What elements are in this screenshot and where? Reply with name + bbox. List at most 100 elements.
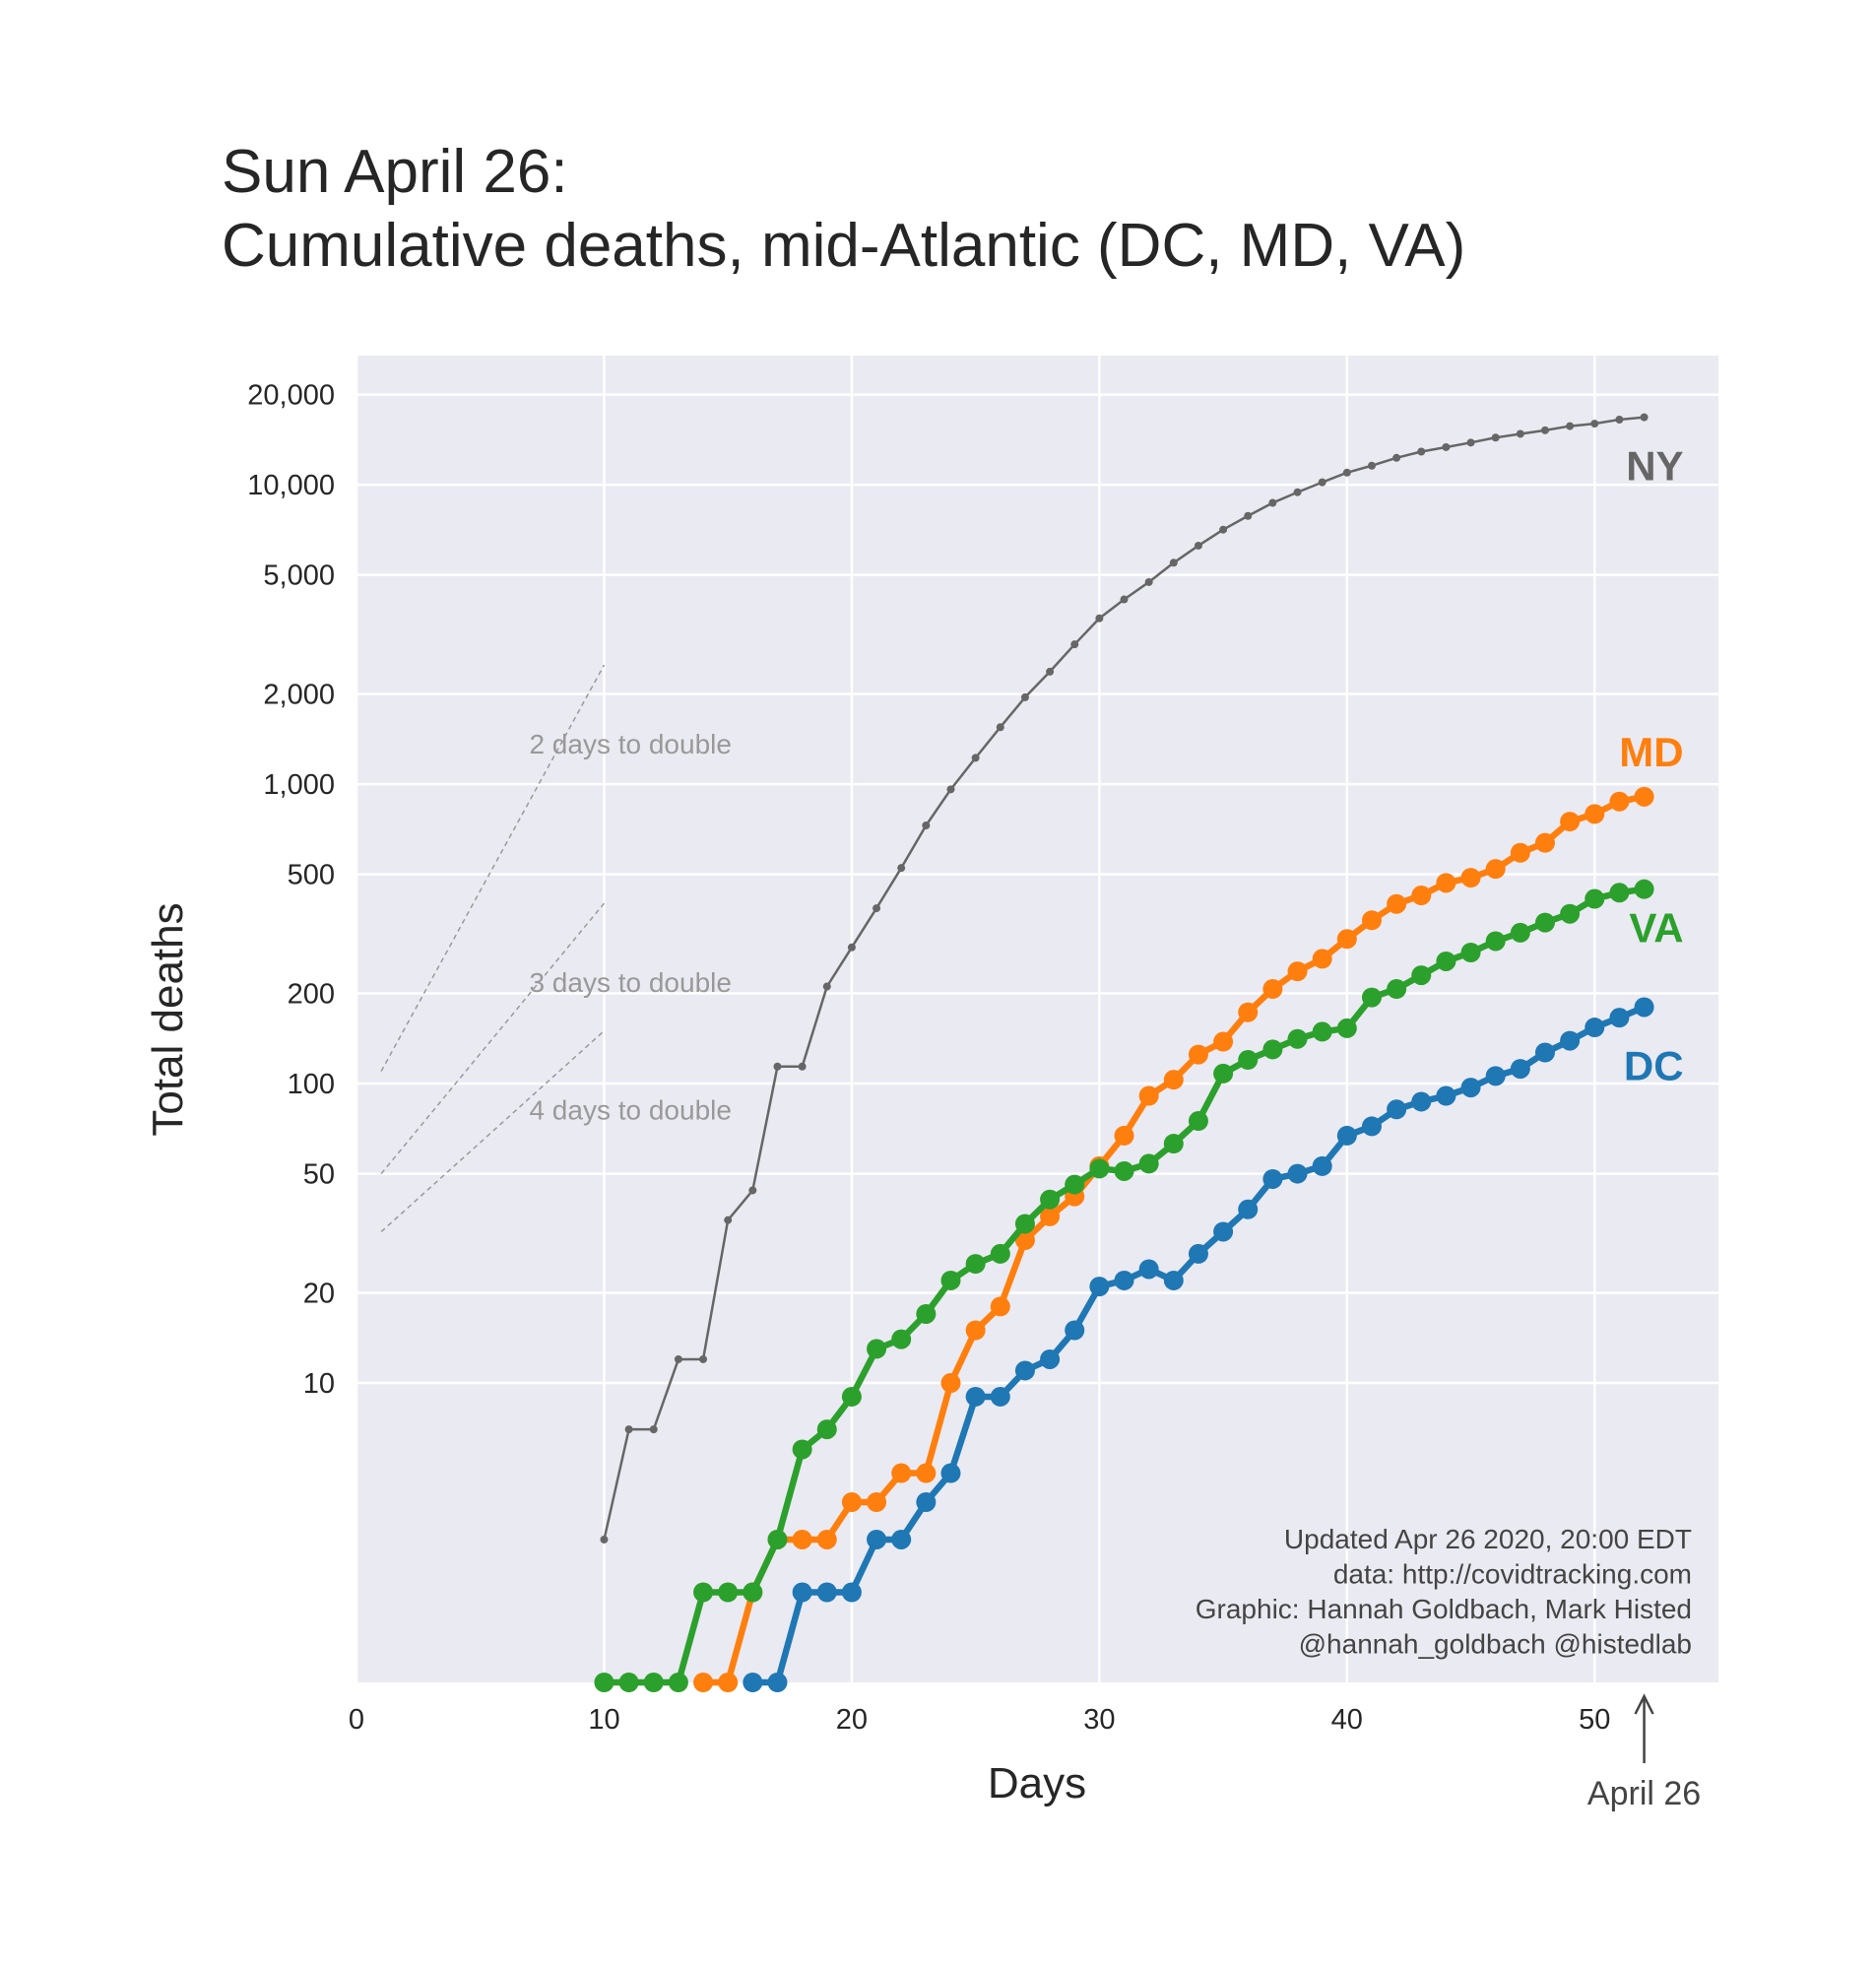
data-point [1244, 511, 1253, 520]
x-tick-label: 10 [588, 1704, 619, 1736]
data-point [1238, 1199, 1259, 1219]
data-point [1336, 929, 1357, 950]
x-tick-label: 40 [1331, 1704, 1363, 1736]
data-point [1436, 951, 1456, 971]
data-point [1213, 1031, 1234, 1052]
data-point [1560, 1030, 1581, 1051]
chart-title: Sun April 26: [222, 138, 568, 206]
series-label: MD [1619, 729, 1683, 775]
data-point [1540, 426, 1549, 434]
data-point [643, 1673, 664, 1692]
arrow-label: April 26 [1587, 1775, 1701, 1812]
data-point [1188, 1243, 1208, 1264]
data-point [718, 1673, 739, 1692]
data-point [1089, 1277, 1110, 1297]
data-point [1318, 478, 1326, 487]
data-point [1238, 1049, 1259, 1070]
data-point [1287, 961, 1308, 982]
reference-label: 3 days to double [529, 967, 732, 998]
data-point [1590, 420, 1599, 428]
data-point [971, 754, 980, 762]
data-point [1312, 949, 1332, 969]
data-point [867, 1339, 887, 1359]
data-point [916, 1303, 937, 1324]
data-point [1070, 640, 1079, 649]
plot-area [356, 356, 1718, 1682]
data-point [1387, 1099, 1407, 1120]
data-point [916, 1491, 937, 1512]
data-point [1460, 942, 1481, 962]
data-point [940, 1373, 961, 1394]
data-point [1138, 1085, 1159, 1106]
data-point [873, 904, 881, 913]
data-point [773, 1062, 782, 1071]
data-point [1163, 1270, 1184, 1290]
data-point [1566, 422, 1575, 430]
data-point [1040, 1348, 1061, 1369]
data-point [1014, 1360, 1035, 1381]
data-point [1262, 979, 1283, 1000]
data-point [1065, 1174, 1085, 1195]
data-point [718, 1582, 739, 1603]
data-point [996, 723, 1004, 732]
data-point [1460, 868, 1481, 888]
data-point [1585, 888, 1605, 909]
data-point [1020, 692, 1029, 701]
data-point [1169, 559, 1178, 567]
data-point [990, 1296, 1010, 1317]
y-tick-label: 1,000 [263, 769, 335, 801]
note: Updated Apr 26 2020, 20:00 EDT [1284, 1524, 1692, 1554]
data-point [792, 1529, 812, 1549]
x-tick-label: 50 [1579, 1704, 1610, 1736]
data-point [1014, 1230, 1035, 1250]
data-point [1634, 879, 1654, 899]
note: data: http://covidtracking.com [1333, 1559, 1692, 1590]
data-point [1312, 1155, 1332, 1176]
data-point [1640, 413, 1649, 422]
data-point [1213, 1063, 1234, 1084]
data-point [1485, 1066, 1506, 1086]
data-point [841, 1386, 862, 1407]
data-point [1387, 979, 1407, 1000]
data-point [1262, 1039, 1283, 1060]
data-point [649, 1425, 658, 1434]
data-point [816, 1419, 837, 1440]
data-point [1163, 1134, 1184, 1154]
data-point [1144, 577, 1153, 586]
data-point [1312, 1021, 1332, 1042]
y-tick-label: 500 [288, 860, 335, 891]
data-point [1585, 1018, 1605, 1038]
data-point [1065, 1320, 1085, 1341]
data-point [1188, 1111, 1208, 1132]
data-point [1560, 812, 1581, 832]
reference-label: 2 days to double [529, 729, 732, 759]
data-point [1387, 893, 1407, 914]
data-point [867, 1529, 887, 1549]
data-point [743, 1582, 763, 1603]
data-point [1510, 842, 1530, 863]
data-point [1194, 541, 1202, 550]
data-point [1491, 433, 1500, 442]
data-point [1534, 912, 1555, 933]
data-point [916, 1463, 937, 1483]
chart-subtitle: Cumulative deaths, mid-Atlantic (DC, MD,… [222, 212, 1465, 280]
data-point [1040, 1189, 1061, 1210]
data-point [1367, 461, 1376, 470]
data-point [1219, 525, 1228, 534]
data-point [1361, 987, 1382, 1008]
data-point [1293, 488, 1302, 496]
data-point [990, 1243, 1010, 1264]
y-tick-label: 2,000 [263, 680, 335, 711]
data-point [897, 864, 906, 873]
y-tick-label: 5,000 [263, 560, 335, 592]
x-axis-label: Days [988, 1759, 1086, 1808]
data-point [1634, 786, 1654, 807]
data-point [748, 1186, 757, 1195]
data-point [1392, 453, 1401, 462]
data-point [1014, 1214, 1035, 1234]
arrow-head [1634, 1693, 1654, 1715]
y-tick-label: 10 [303, 1368, 335, 1400]
data-point [1287, 1163, 1308, 1184]
data-point [965, 1254, 986, 1275]
data-point [1485, 931, 1506, 952]
